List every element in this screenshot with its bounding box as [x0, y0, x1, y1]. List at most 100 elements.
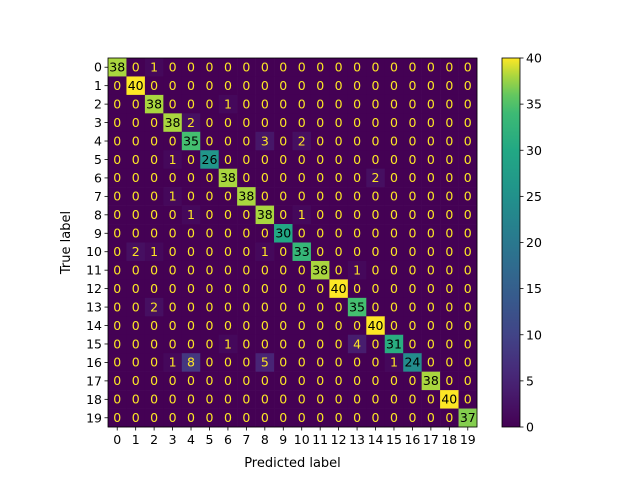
- heatmap-cell: [108, 168, 127, 188]
- cell-value-label: 0: [261, 170, 269, 185]
- heatmap-cell: [108, 260, 127, 280]
- cell-value-label: 0: [187, 373, 195, 388]
- cell-value-label: 0: [464, 60, 472, 75]
- heatmap-cell: [421, 408, 441, 428]
- cell-value-label: 0: [445, 373, 453, 388]
- heatmap-cell: [255, 168, 275, 188]
- cell-value-label: 2: [150, 299, 158, 314]
- cell-value-label: 1: [150, 244, 158, 259]
- heatmap-cell: [440, 279, 459, 299]
- heatmap-cell-labels: 38 0 1 0 0 0 0 0 0 0 0 0 0 0 0 0 0 0 0 00 40 0 0 0 0 0 0 0 0 0 0 0 0 0 0 0 0…: [109, 60, 475, 426]
- heatmap-cell: [403, 408, 422, 428]
- heatmap-cell: [126, 408, 146, 428]
- heatmap-cell: [255, 113, 275, 133]
- cell-value-label: 0: [298, 115, 306, 130]
- y-tick-label: 9: [94, 226, 102, 241]
- colorbar-tick-label: 5: [526, 373, 534, 388]
- heatmap-cell: [421, 58, 441, 77]
- heatmap-cell: [421, 316, 441, 336]
- heatmap-cell: [274, 353, 293, 372]
- heatmap-cell: [108, 205, 127, 225]
- heatmap-cell: [403, 260, 422, 280]
- cell-value-label: 0: [408, 189, 416, 204]
- heatmap-cell: [329, 131, 349, 151]
- cell-value-label: 0: [298, 373, 306, 388]
- heatmap-cell: [458, 353, 478, 372]
- cell-value-label: 0: [132, 133, 140, 148]
- heatmap-cell: [108, 279, 127, 299]
- heatmap-cell: [126, 58, 146, 77]
- cell-value-label: 0: [169, 207, 177, 222]
- cell-value-label: 1: [169, 355, 177, 370]
- heatmap-cell: [218, 408, 238, 428]
- cell-value-label: 0: [242, 152, 250, 167]
- cell-value-label: 0: [150, 355, 158, 370]
- cell-value-label: 0: [372, 133, 380, 148]
- heatmap-cell: [126, 94, 146, 114]
- cell-value-label: 0: [390, 299, 398, 314]
- cell-value-label: 0: [169, 373, 177, 388]
- heatmap-cell: [347, 316, 367, 336]
- cell-value-label: 0: [224, 281, 232, 296]
- heatmap-cell: [310, 353, 330, 372]
- cell-value-label: 0: [205, 226, 213, 241]
- heatmap-cell: [144, 168, 164, 188]
- cell-value-label: 0: [335, 152, 343, 167]
- cell-value-label: 0: [113, 244, 121, 259]
- cell-value-label: 0: [408, 373, 416, 388]
- heatmap-cell: [440, 58, 459, 77]
- cell-value-label: 0: [464, 318, 472, 333]
- heatmap-cell: [458, 205, 478, 225]
- heatmap-cell: [274, 94, 293, 114]
- heatmap-cell: [403, 168, 422, 188]
- cell-value-label: 0: [187, 60, 195, 75]
- y-tick-label: 8: [94, 207, 102, 222]
- heatmap-cell: [347, 187, 367, 206]
- x-axis-label: Predicted label: [244, 456, 341, 471]
- x-tick-label: 11: [312, 432, 328, 447]
- colorbar-tick-label: 15: [526, 281, 542, 296]
- heatmap-cell: [126, 316, 146, 336]
- heatmap-cell: [108, 150, 127, 169]
- heatmap-cell: [218, 260, 238, 280]
- heatmap-cell: [440, 260, 459, 280]
- cell-value-label: 0: [390, 78, 398, 93]
- heatmap-cell: [421, 390, 441, 409]
- cell-value-label: 0: [150, 133, 158, 148]
- heatmap-cell: [200, 150, 219, 169]
- heatmap-cell: [200, 187, 219, 206]
- cell-value-label: 40: [331, 281, 347, 296]
- heatmap-cell: [218, 94, 238, 114]
- y-tick-label: 0: [94, 60, 102, 75]
- heatmap-cell: [329, 408, 349, 428]
- cell-value-label: 0: [298, 336, 306, 351]
- cell-value-label: 0: [372, 392, 380, 407]
- heatmap-cell: [274, 316, 293, 336]
- cell-value-label: 0: [261, 60, 269, 75]
- cell-value-label: 0: [169, 226, 177, 241]
- heatmap-cell: [237, 260, 256, 280]
- heatmap-cell: [403, 316, 422, 336]
- cell-value-label: 0: [464, 262, 472, 277]
- cell-value-label: 0: [316, 410, 324, 425]
- heatmap-cell: [200, 58, 219, 77]
- cell-value-label: 0: [390, 189, 398, 204]
- heatmap-cell: [403, 187, 422, 206]
- cell-value-label: 0: [113, 336, 121, 351]
- cell-value-label: 0: [353, 78, 361, 93]
- cell-value-label: 0: [353, 373, 361, 388]
- cell-value-label: 0: [372, 373, 380, 388]
- heatmap-cell: [440, 334, 459, 354]
- heatmap-cell: [292, 371, 312, 391]
- heatmap-cell: [347, 279, 367, 299]
- heatmap-cell: [310, 371, 330, 391]
- cell-value-label: 0: [187, 244, 195, 259]
- cell-value-label: 0: [408, 226, 416, 241]
- cell-value-label: 0: [427, 336, 435, 351]
- cell-value-label: 0: [205, 281, 213, 296]
- heatmap-cell: [347, 131, 367, 151]
- cell-value-label: 0: [372, 96, 380, 111]
- heatmap-cell: [310, 279, 330, 299]
- cell-value-label: 0: [464, 392, 472, 407]
